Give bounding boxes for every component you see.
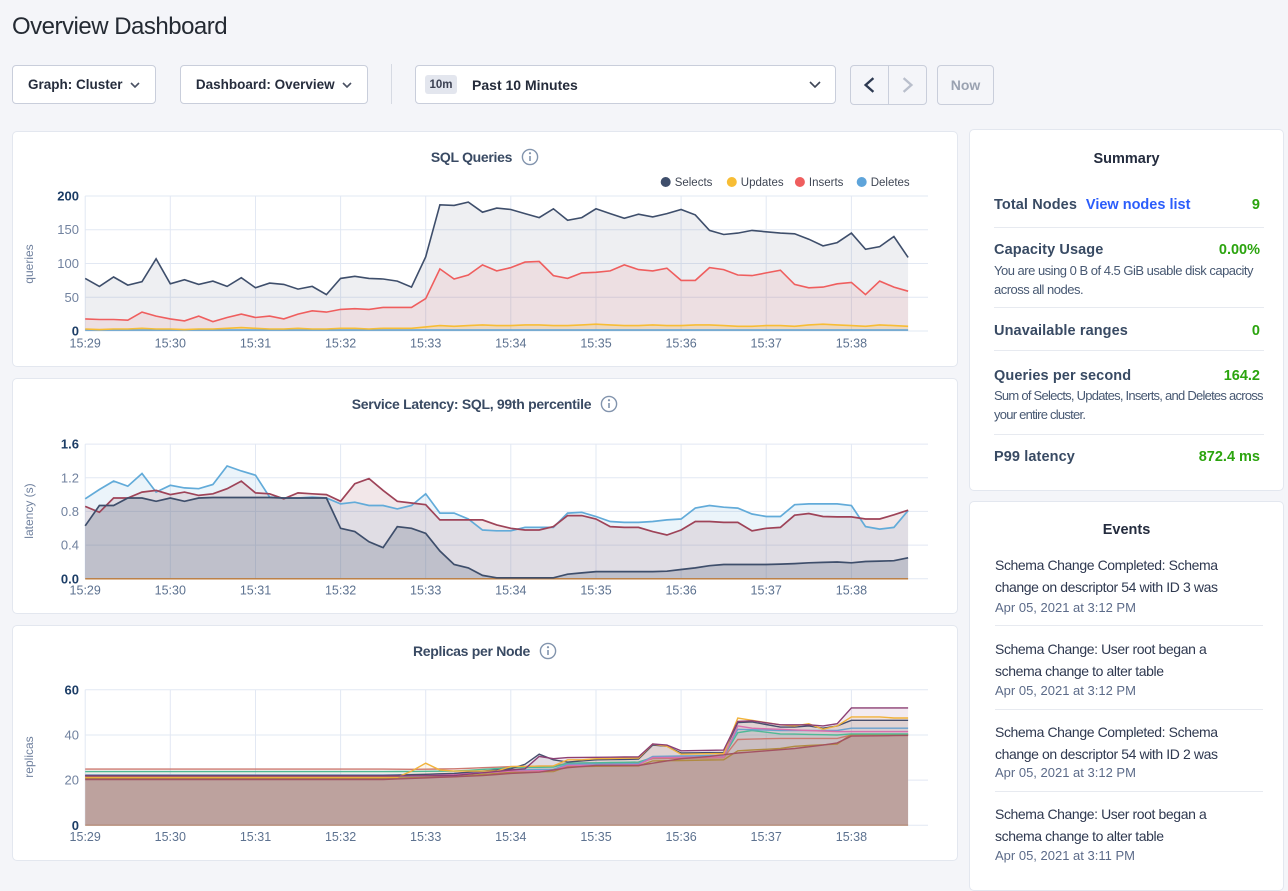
svg-text:15:31: 15:31 [240,337,271,351]
svg-text:15:33: 15:33 [410,584,441,598]
svg-text:0.0: 0.0 [61,571,79,586]
svg-text:15:32: 15:32 [325,584,356,598]
svg-text:15:30: 15:30 [155,337,186,351]
svg-text:0: 0 [72,818,79,833]
svg-text:15:33: 15:33 [410,337,441,351]
svg-text:15:38: 15:38 [836,584,867,598]
svg-text:40: 40 [65,728,79,743]
svg-text:150: 150 [57,222,79,237]
svg-text:15:35: 15:35 [580,337,611,351]
svg-text:Deletes: Deletes [871,177,910,189]
svg-text:15:34: 15:34 [495,337,526,351]
svg-text:15:38: 15:38 [836,830,867,844]
svg-text:15:32: 15:32 [325,830,356,844]
svg-text:15:30: 15:30 [155,830,186,844]
svg-text:100: 100 [57,256,79,271]
svg-text:15:31: 15:31 [240,584,271,598]
svg-text:1.2: 1.2 [61,470,79,485]
svg-text:replicas: replicas [22,736,36,777]
svg-text:15:31: 15:31 [240,830,271,844]
svg-text:15:36: 15:36 [665,830,696,844]
svg-text:queries: queries [22,244,36,283]
svg-text:60: 60 [65,682,79,697]
svg-text:0: 0 [72,324,79,339]
svg-text:15:33: 15:33 [410,830,441,844]
svg-text:200: 200 [57,189,79,204]
svg-text:15:38: 15:38 [836,337,867,351]
svg-text:15:35: 15:35 [580,830,611,844]
svg-text:latency (s): latency (s) [22,483,36,538]
svg-text:15:34: 15:34 [495,584,526,598]
svg-text:1.6: 1.6 [61,437,79,452]
svg-text:15:30: 15:30 [155,584,186,598]
svg-text:Selects: Selects [675,177,713,189]
svg-text:15:36: 15:36 [665,337,696,351]
svg-text:0.4: 0.4 [61,538,79,553]
svg-text:0.8: 0.8 [61,504,79,519]
svg-text:15:34: 15:34 [495,830,526,844]
svg-text:15:37: 15:37 [751,584,782,598]
svg-text:20: 20 [65,773,79,788]
svg-text:15:29: 15:29 [70,830,101,844]
svg-text:15:29: 15:29 [70,584,101,598]
svg-text:15:29: 15:29 [70,337,101,351]
svg-text:15:37: 15:37 [751,337,782,351]
svg-text:Inserts: Inserts [809,177,844,189]
svg-text:15:35: 15:35 [580,584,611,598]
svg-text:15:32: 15:32 [325,337,356,351]
svg-text:15:37: 15:37 [751,830,782,844]
svg-text:15:36: 15:36 [665,584,696,598]
svg-text:50: 50 [65,290,79,305]
svg-text:Updates: Updates [741,177,784,189]
